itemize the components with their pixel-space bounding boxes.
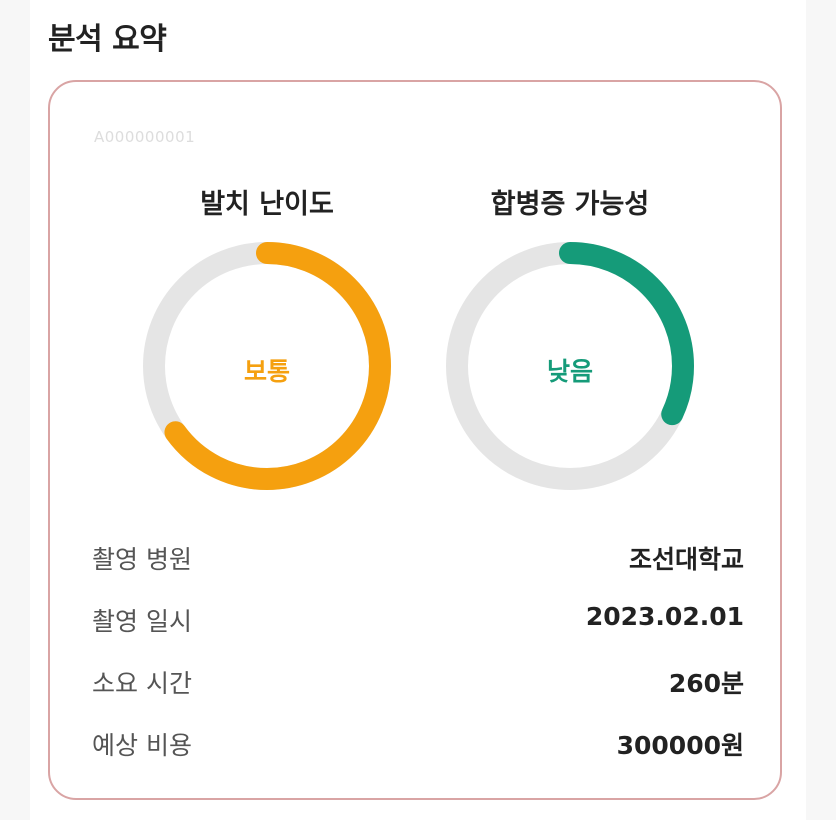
card-id: A000000001 bbox=[94, 128, 196, 146]
info-value: 300000원 bbox=[616, 731, 744, 760]
info-row-duration: 소요 시간 260분 bbox=[92, 656, 744, 718]
gauge-value: 보통 bbox=[243, 357, 290, 386]
ring-progress bbox=[143, 242, 391, 490]
info-label: 촬영 병원 bbox=[92, 545, 192, 574]
info-row-date: 촬영 일시 2023.02.01 bbox=[92, 594, 744, 656]
analysis-summary-page: 분석 요약 A000000001 발치 난이도 보통 합병증 가능성 낮음 촬영… bbox=[30, 0, 806, 820]
summary-card: A000000001 발치 난이도 보통 합병증 가능성 낮음 촬영 병원 조선… bbox=[48, 80, 782, 800]
info-label: 촬영 일시 bbox=[92, 607, 192, 636]
gauge-value: 낮음 bbox=[546, 357, 593, 386]
section-title: 분석 요약 bbox=[48, 22, 167, 57]
info-value: 2023.02.01 bbox=[585, 602, 744, 631]
gauge-title: 합병증 가능성 bbox=[490, 189, 650, 220]
ring-chart bbox=[143, 242, 391, 490]
ring-progress bbox=[446, 242, 694, 490]
info-label: 예상 비용 bbox=[92, 731, 192, 760]
info-row-hospital: 촬영 병원 조선대학교 bbox=[92, 532, 744, 594]
info-row-cost: 예상 비용 300000원 bbox=[92, 718, 744, 780]
gauge-title: 발치 난이도 bbox=[200, 189, 334, 220]
info-label: 소요 시간 bbox=[92, 669, 192, 698]
ring-chart bbox=[446, 242, 694, 490]
info-value: 조선대학교 bbox=[628, 545, 744, 574]
info-value: 260분 bbox=[668, 669, 744, 698]
extraction-difficulty-gauge: 발치 난이도 보통 bbox=[132, 182, 402, 502]
complication-risk-gauge: 합병증 가능성 낮음 bbox=[435, 182, 705, 502]
info-list: 촬영 병원 조선대학교 촬영 일시 2023.02.01 소요 시간 260분 … bbox=[92, 532, 744, 780]
